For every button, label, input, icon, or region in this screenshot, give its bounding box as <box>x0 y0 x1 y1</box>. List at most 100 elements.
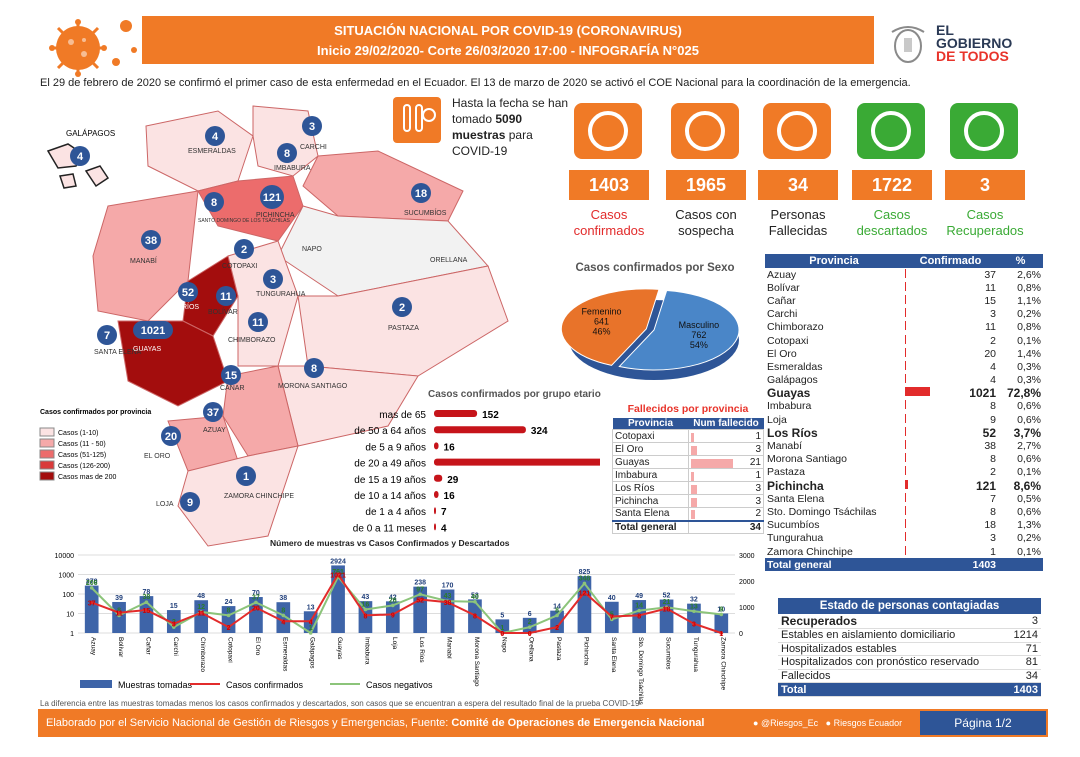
status-label: Estables en aislamiento domiciliario <box>778 628 1007 643</box>
kpi-value: 1722 <box>852 170 932 200</box>
x-tick: Loja <box>391 637 398 650</box>
legend-swatch <box>39 427 55 437</box>
series-point-label: 8 <box>473 613 477 620</box>
deaths-province: Guayas <box>611 455 690 469</box>
province-name: Zamora Chinchipe <box>767 545 853 558</box>
province-percent: 0,6% <box>1017 400 1041 413</box>
sample-bar-label: 13 <box>307 604 315 611</box>
province-name: Galápagos <box>767 374 818 387</box>
kpi-label-1: Casos con <box>675 207 737 222</box>
series-point-label: 13 <box>690 603 698 610</box>
age-value: 16 <box>444 491 456 502</box>
series-point <box>363 613 368 618</box>
kpi-label: Casos descartados <box>837 207 947 239</box>
province-confirmed: 52 <box>903 426 998 439</box>
series-point-label: 37 <box>252 594 260 601</box>
note-text: La diferencia entre las muestras tomadas… <box>40 699 640 708</box>
sample-bar-label: 53 <box>471 592 479 599</box>
province-bar <box>905 505 906 515</box>
province-confirmed: 38 <box>905 440 996 453</box>
series-point <box>308 631 313 635</box>
kpi-label-2: confirmados <box>573 223 645 238</box>
kpi-label-2: Recuperados <box>946 223 1024 238</box>
pie-value: 762 <box>691 330 706 340</box>
sample-bar-label: 39 <box>115 595 123 602</box>
table-row: Imbabura 1 <box>611 468 764 482</box>
series-point <box>199 610 203 615</box>
table-row: Bolívar 11 0,8% <box>765 281 1043 294</box>
province-name: Santa Elena <box>767 492 825 505</box>
series-point-label: 8 <box>117 607 121 614</box>
series-point <box>500 631 505 635</box>
table-header: Provincia <box>765 254 903 268</box>
logo-line-3: DE TODOS <box>936 48 1009 64</box>
deaths-province: Pichincha <box>611 494 690 508</box>
sample-bar-label: 48 <box>197 593 205 600</box>
province-confirmed: 8 <box>905 453 996 466</box>
table-row: Santa Elena 7 0,5% <box>765 492 1043 505</box>
sample-bar-label: 32 <box>690 597 698 604</box>
deaths-value: 21 <box>688 455 764 469</box>
map-badge-value: 20 <box>165 431 177 443</box>
map-badge-value: 3 <box>309 121 315 133</box>
series-point-label: 348 <box>579 575 591 582</box>
y-right-tick: 1000 <box>739 605 755 612</box>
series-point-label: 52 <box>416 598 424 605</box>
x-tick: Bolívar <box>117 637 124 658</box>
sample-bar-label: 270 <box>86 579 98 586</box>
province-confirmed: 11 <box>905 281 996 294</box>
province-name: Cotopaxi <box>767 334 809 347</box>
sample-bar-label: 38 <box>279 595 287 602</box>
map-badge-value: 8 <box>211 197 217 209</box>
series-point-label: 18 <box>663 607 671 614</box>
sample-bar <box>276 602 291 633</box>
province-bar <box>905 334 906 344</box>
series-point-label: 8 <box>637 613 641 620</box>
samples-pre: Hasta la fecha se han tomado <box>452 96 569 126</box>
total-label: Total <box>778 682 1007 697</box>
sample-bar <box>413 586 428 633</box>
legend-swatch <box>39 438 55 448</box>
deaths-table: Provincia Num fallecido Cotopaxi 1 El Oro 3 Gu… <box>611 418 764 534</box>
province-confirmed: 9 <box>905 413 996 426</box>
status-value: 71 <box>1006 642 1041 657</box>
deaths-title: Fallecidos por provincia <box>627 403 749 415</box>
map-badge-value: 1 <box>243 471 249 483</box>
province-confirmed: 2 <box>905 466 996 479</box>
province-percent: 0,8% <box>1017 321 1041 334</box>
y-left-tick: 10 <box>66 612 74 619</box>
footer-facebook[interactable]: Riesgos Ecuador <box>833 718 903 728</box>
santo-domingo-label: SANTO DOMINGO DE LOS TSÁCHILAS <box>198 217 290 224</box>
map-badge: 2 <box>392 297 412 317</box>
legend-swatch <box>39 460 55 470</box>
samples-value: 5090 <box>495 112 523 126</box>
map-badge: 37 <box>203 402 223 422</box>
galapagos-label: GALÁPAGOS <box>66 129 115 138</box>
table-row: El Oro 3 <box>611 442 764 456</box>
province-name: Azuay <box>767 268 797 281</box>
series-point-label: 3 <box>692 622 696 629</box>
guayas-label: GUAYAS <box>133 346 161 353</box>
y-right-tick: 0 <box>739 631 743 638</box>
footer-twitter[interactable]: @Riesgos_Ec <box>760 718 819 728</box>
series-point-label: 14 <box>635 603 643 610</box>
province-confirmed: 121 <box>903 479 998 492</box>
x-tick: Sto. Domingo Tsáchilas <box>637 637 644 706</box>
series-point <box>637 613 641 618</box>
series-point <box>226 625 231 629</box>
age-chart-title: Casos confirmados por grupo etario <box>428 389 601 400</box>
el-oro-label: EL ORO <box>144 453 171 460</box>
series-point <box>89 586 94 590</box>
table-header: Provincia <box>612 418 689 430</box>
series-point <box>418 592 422 597</box>
table-row: Hospitalizados estables 71 <box>778 642 1041 657</box>
pie-percent: 54% <box>690 340 708 350</box>
province-name: Morona Santiago <box>767 453 847 466</box>
table-row: Imbabura 8 0,6% <box>765 400 1043 413</box>
province-percent: 0,3% <box>1017 374 1041 387</box>
province-confirmed: 11 <box>905 321 996 334</box>
age-bar <box>434 523 436 531</box>
map-badge: 52 <box>178 282 198 302</box>
table-header-row: Provincia Confirmado% <box>765 254 1043 268</box>
age-category: de 50 a 64 años <box>354 426 426 437</box>
